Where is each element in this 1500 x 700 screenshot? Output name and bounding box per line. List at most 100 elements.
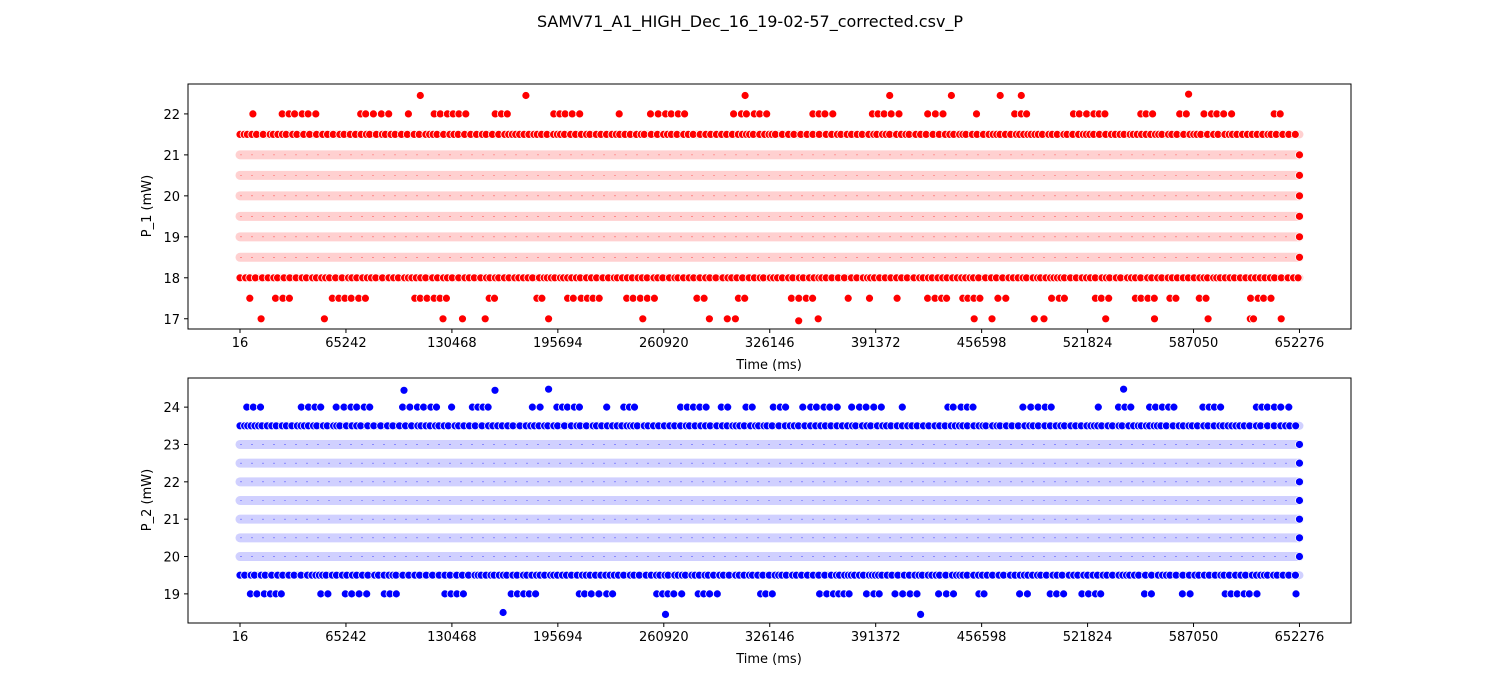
data-point: [630, 402, 639, 412]
data-point: [441, 293, 451, 303]
data-point: [594, 293, 604, 303]
end-point: [1295, 514, 1304, 524]
outlier-point: [794, 316, 804, 326]
data-point: [1074, 109, 1084, 119]
x-tick-label: 652276: [1275, 336, 1325, 351]
data-point: [669, 589, 679, 599]
data-point: [794, 293, 804, 303]
y-axis-label-p2: P_2 (mW): [140, 469, 155, 531]
data-point: [447, 402, 457, 412]
data-point: [1147, 589, 1156, 599]
end-point: [1295, 232, 1304, 242]
y-tick-label: 22: [163, 476, 180, 491]
end-point: [1295, 170, 1304, 180]
data-point: [861, 402, 871, 412]
y-tick-label: 22: [163, 108, 180, 123]
x-tick-label: 65242: [325, 630, 366, 645]
data-point: [1291, 589, 1301, 599]
data-point: [1219, 109, 1229, 119]
x-tick-label: 391372: [851, 336, 901, 351]
data-point: [912, 589, 922, 599]
data-point: [346, 293, 356, 303]
data-point: [347, 589, 357, 599]
data-point: [1015, 589, 1024, 599]
data-point: [284, 293, 294, 303]
data-point: [843, 293, 853, 303]
outlier-point: [969, 314, 979, 324]
x-tick-label: 456598: [957, 336, 1007, 351]
chart-p2: 16 65242 130468 195694 260920 326146 391372 456…: [140, 377, 1352, 667]
x-tick-label: 65242: [325, 336, 366, 351]
y-tick-label: 23: [163, 438, 180, 453]
outlier-point: [1276, 314, 1286, 324]
y-tick-label: 21: [163, 513, 180, 528]
data-point: [699, 293, 709, 303]
data-point: [931, 109, 940, 119]
outlier-point: [480, 314, 490, 324]
outlier-point: [705, 314, 714, 324]
x-tick-label: 391372: [851, 630, 901, 645]
data-point: [311, 109, 321, 119]
data-point: [458, 589, 468, 599]
data-point: [352, 402, 362, 412]
data-point: [808, 293, 817, 303]
y-tick-label: 20: [163, 190, 180, 205]
data-point: [1293, 273, 1303, 283]
data-point: [1185, 589, 1195, 599]
end-point: [1295, 252, 1304, 262]
data-point: [1023, 589, 1032, 599]
data-point: [972, 109, 981, 119]
data-point: [354, 589, 364, 599]
data-point: [1149, 293, 1159, 303]
data-point: [248, 109, 258, 119]
data-point: [628, 293, 638, 303]
data-point: [602, 402, 612, 412]
x-tick-label: 195694: [533, 336, 583, 351]
x-tick-label: 260920: [639, 336, 689, 351]
data-point: [290, 109, 300, 119]
y-axis-p2: 19 20 21 22 23 24: [163, 401, 188, 603]
data-point: [1290, 129, 1300, 139]
outlier-point: [661, 610, 670, 619]
data-point: [1291, 570, 1300, 580]
data-point: [360, 293, 370, 303]
x-tick-label: 16: [232, 336, 249, 351]
outlier-point: [319, 314, 329, 324]
data-point: [1026, 402, 1036, 412]
outlier-point: [399, 385, 409, 395]
data-point: [316, 402, 326, 412]
data-point: [1082, 109, 1091, 119]
data-point: [968, 402, 978, 412]
data-point: [787, 293, 796, 303]
data-point: [531, 589, 540, 599]
data-point: [483, 402, 493, 412]
data-point: [820, 109, 830, 119]
data-point: [1227, 109, 1236, 119]
data-point: [403, 109, 413, 119]
data-point: [303, 109, 313, 119]
data-point: [767, 589, 777, 599]
data-point: [898, 589, 908, 599]
data-point: [815, 589, 824, 599]
data-point: [271, 293, 280, 303]
outlier-point: [544, 384, 553, 394]
data-point: [575, 402, 584, 412]
outlier-point: [1119, 384, 1128, 394]
data-point: [1276, 402, 1286, 412]
data-point: [942, 293, 951, 303]
data-point: [256, 402, 265, 412]
x-tick-label: 326146: [745, 336, 795, 351]
outlier-point: [438, 314, 448, 324]
data-point: [608, 589, 617, 599]
outlier-point: [458, 314, 467, 324]
data-point: [886, 109, 896, 119]
y-tick-label: 17: [163, 313, 180, 328]
x-tick-label: 456598: [957, 630, 1007, 645]
data-point: [892, 293, 902, 303]
x-tick-label: 260920: [639, 630, 689, 645]
data-point: [876, 402, 886, 412]
data-point: [535, 402, 545, 412]
data-point: [1291, 421, 1301, 431]
data-point: [1001, 293, 1011, 303]
y-tick-label: 19: [163, 588, 180, 603]
